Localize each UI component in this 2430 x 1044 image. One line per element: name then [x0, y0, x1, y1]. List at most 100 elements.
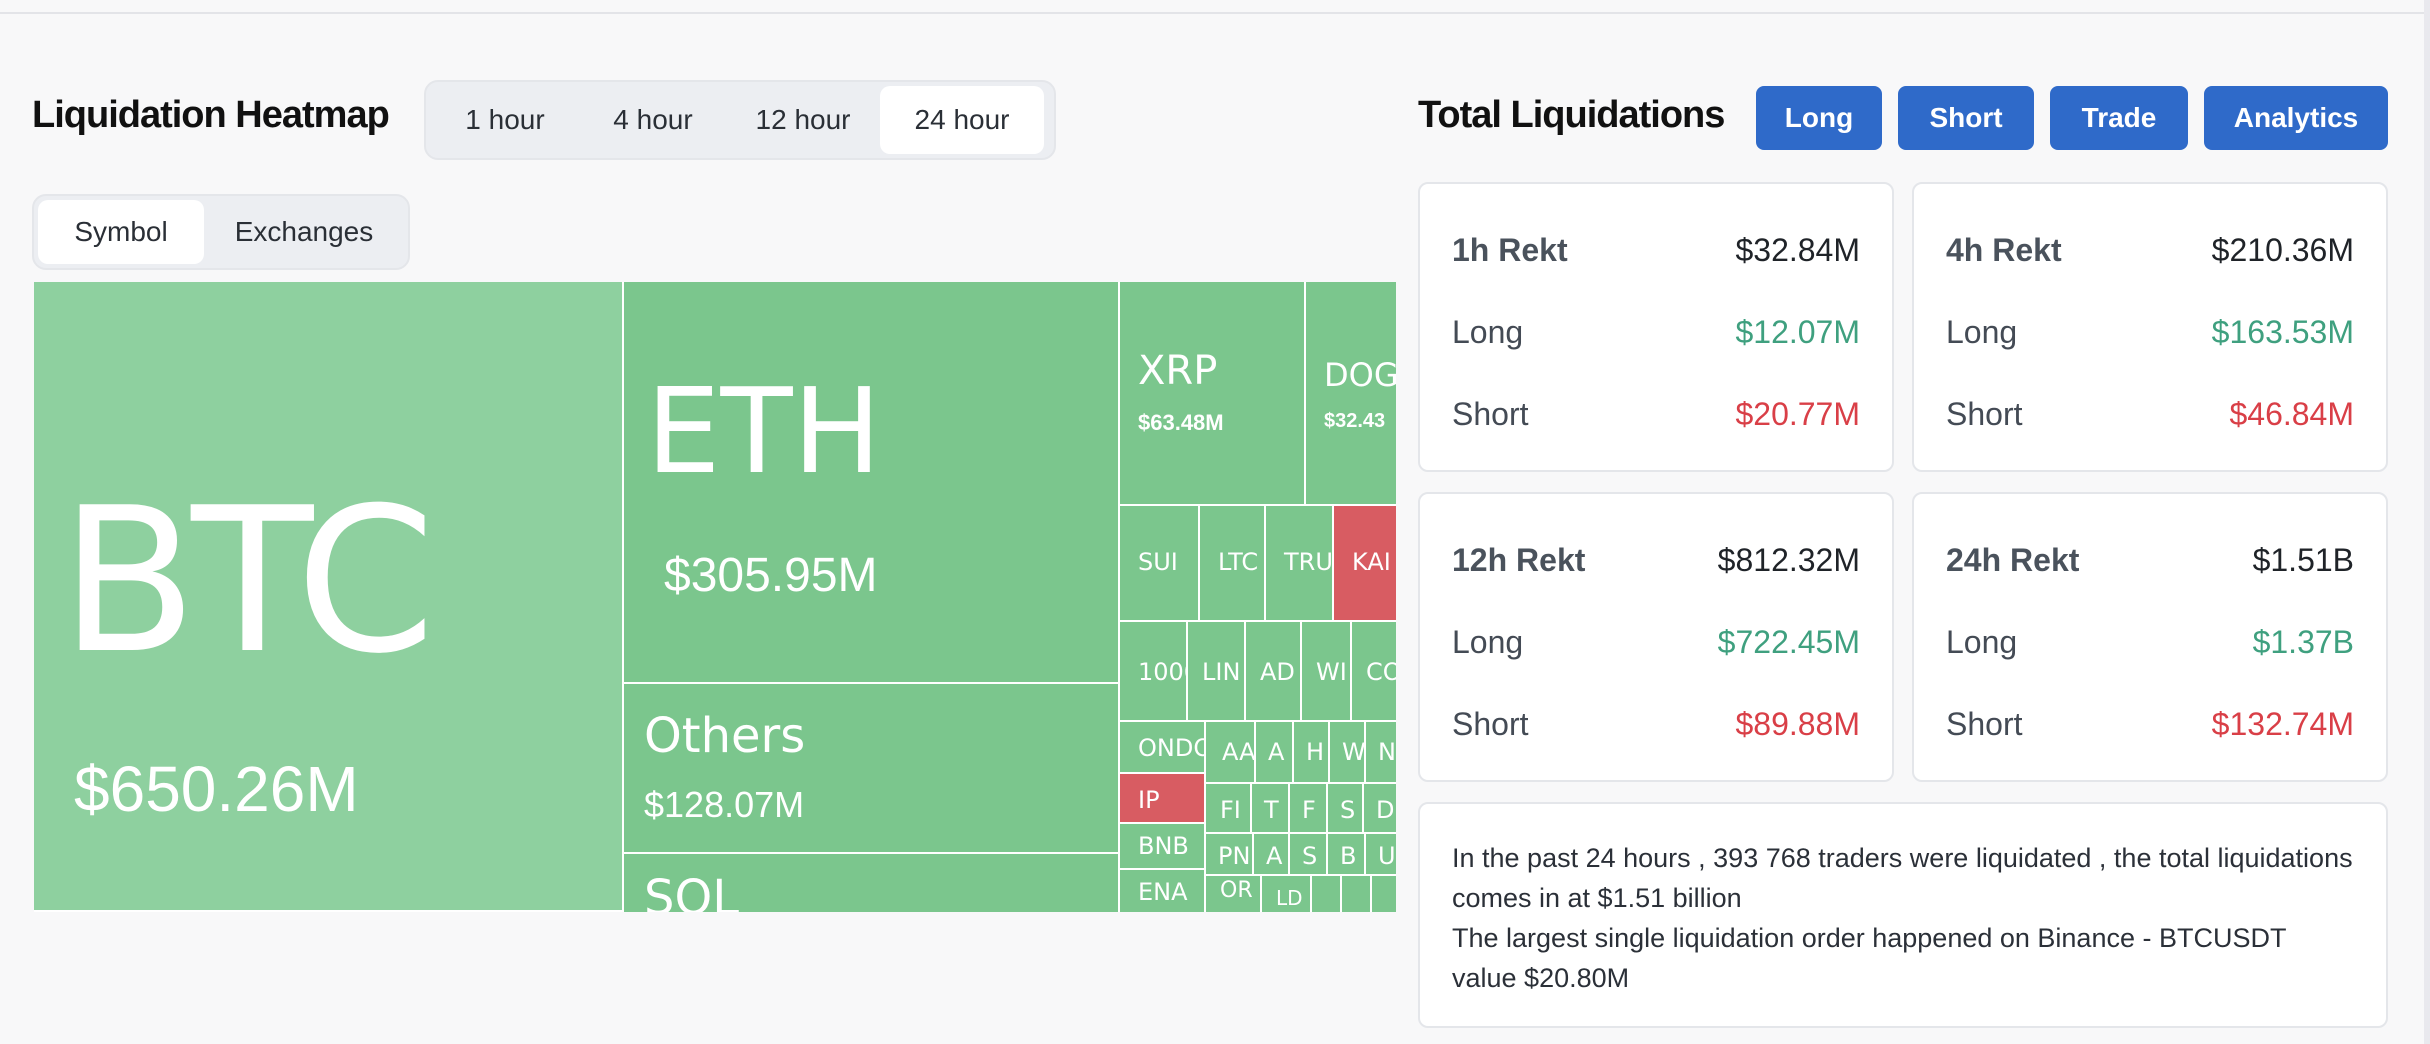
short-button[interactable]: Short [1898, 86, 2034, 150]
treemap-cell-xrp[interactable]: XRP $63.48M [1118, 282, 1306, 506]
treemap-cell-1000[interactable]: 1000 [1118, 620, 1188, 722]
cell-symbol: W [1342, 738, 1366, 766]
cell-symbol: CO [1366, 658, 1396, 686]
view-tabs: Symbol Exchanges [32, 194, 410, 270]
cell-amount: $63.48M [1138, 410, 1224, 435]
long-value: $12.07M [1735, 314, 1860, 350]
heatmap-title: Liquidation Heatmap [32, 94, 390, 136]
card-period: 12h Rekt [1452, 542, 1586, 578]
cell-symbol: 1000 [1138, 658, 1186, 686]
treemap-cell-u[interactable]: U [1364, 832, 1396, 876]
summary-line-2: The largest single liquidation order hap… [1452, 923, 2286, 993]
cell-symbol: U [1378, 842, 1396, 870]
time-range-tabs: 1 hour 4 hour 12 hour 24 hour [424, 80, 1056, 160]
cell-amount: $650.26M [74, 753, 359, 825]
card-total: $1.51B [2252, 542, 2354, 578]
treemap-cell-lin[interactable]: LIN [1186, 620, 1246, 722]
cell-symbol: LD [1276, 886, 1303, 910]
long-button[interactable]: Long [1756, 86, 1882, 150]
treemap-cell-aa[interactable]: AA [1204, 720, 1256, 784]
treemap-cell-wi[interactable]: WI [1300, 620, 1352, 722]
treemap-cell-w[interactable]: W [1328, 720, 1366, 784]
cell-symbol: A [1266, 842, 1283, 870]
rekt-card-12h: 12h Rekt $812.32M Long $722.45M Short $89.8… [1418, 492, 1894, 782]
treemap-cell-f[interactable]: F [1288, 782, 1328, 834]
treemap-cell-b[interactable]: B [1326, 832, 1366, 876]
treemap-cell-s2[interactable]: S [1288, 832, 1328, 876]
cell-symbol: AD [1260, 658, 1295, 686]
card-total: $32.84M [1735, 232, 1860, 268]
treemap-cell-eth[interactable]: ETH $305.95M [622, 282, 1120, 684]
cell-symbol: FI [1220, 796, 1241, 824]
cell-symbol: BNB [1138, 832, 1189, 860]
treemap-cell-ena[interactable]: ENA [1118, 868, 1206, 912]
rekt-card-4h: 4h Rekt $210.36M Long $163.53M Short $46.84… [1912, 182, 2388, 472]
cell-symbol: F [1302, 796, 1316, 824]
cell-symbol: OR [1220, 878, 1253, 903]
treemap-cell-ad[interactable]: AD [1244, 620, 1302, 722]
cell-symbol: XRP [1138, 348, 1218, 394]
tab-12-hour[interactable]: 12 hour [755, 104, 851, 135]
rekt-card-1h: 1h Rekt $32.84M Long $12.07M Short $20.77M [1418, 182, 1894, 472]
cell-symbol: IP [1138, 786, 1160, 814]
cell-amount: $128.07M [644, 784, 805, 825]
treemap-cell-n[interactable]: N [1364, 720, 1396, 784]
treemap-cell-fi[interactable]: FI [1204, 782, 1252, 834]
treemap-cell-bnb[interactable]: BNB [1118, 822, 1206, 870]
cell-symbol: T [1264, 796, 1279, 824]
treemap-cell-doge[interactable]: DOG $32.43 [1304, 282, 1396, 506]
treemap-cell-a2[interactable]: A [1252, 832, 1290, 876]
treemap-cell-co[interactable]: CO [1350, 620, 1396, 722]
treemap-cell-d[interactable]: D [1362, 782, 1396, 834]
cell-symbol: SUI [1138, 548, 1178, 576]
tab-exchanges[interactable]: Exchanges [234, 216, 374, 247]
treemap-cell-pn[interactable]: PN [1204, 832, 1254, 876]
treemap-cell-tiny[interactable] [1370, 874, 1396, 912]
treemap-cell-ip[interactable]: IP [1118, 772, 1206, 824]
cell-symbol: ETH [646, 362, 882, 500]
short-value: $46.84M [2229, 396, 2354, 432]
cell-symbol: D [1376, 796, 1395, 824]
treemap-cell-others[interactable]: Others $128.07M [622, 682, 1120, 854]
long-label: Long [1452, 624, 1524, 660]
treemap-cell-tiny[interactable] [1340, 874, 1372, 912]
trade-button[interactable]: Trade [2050, 86, 2188, 150]
treemap-cell-h[interactable]: H [1292, 720, 1330, 784]
cell-symbol: KAI [1352, 548, 1391, 576]
long-label: Long [1946, 624, 2018, 660]
analytics-button[interactable]: Analytics [2204, 86, 2388, 150]
tab-symbol[interactable]: Symbol [38, 200, 204, 264]
treemap-cell-kai[interactable]: KAI [1332, 504, 1396, 622]
cell-amount: $305.95M [664, 549, 878, 602]
cell-symbol: S [1302, 842, 1318, 870]
long-label: Long [1452, 314, 1524, 350]
liquidation-treemap: BTC $650.26M ETH $305.95M Others $128.07… [34, 282, 1396, 912]
total-liquidations-title: Total Liquidations [1418, 94, 1725, 136]
short-value: $132.74M [2211, 706, 2354, 742]
long-value: $1.37B [2252, 624, 2354, 660]
cell-symbol: PN [1218, 842, 1251, 870]
treemap-cell-sui[interactable]: SUI [1118, 504, 1200, 622]
treemap-cell-s[interactable]: S [1326, 782, 1364, 834]
tab-24-hour[interactable]: 24 hour [880, 86, 1044, 154]
cell-symbol: TRU [1284, 548, 1333, 576]
treemap-cell-tiny[interactable] [1310, 874, 1342, 912]
treemap-cell-t[interactable]: T [1250, 782, 1290, 834]
liquidation-summary: In the past 24 hours , 393 768 traders w… [1418, 802, 2388, 1028]
treemap-cell-ltc[interactable]: LTC [1198, 504, 1266, 622]
treemap-cell-ld[interactable]: LD [1260, 874, 1312, 912]
tab-4-hour[interactable]: 4 hour [613, 104, 693, 135]
treemap-cell-tru[interactable]: TRU [1264, 504, 1334, 622]
scrollbar-track[interactable] [2424, 0, 2430, 1044]
treemap-cell-ondo[interactable]: ONDO [1118, 720, 1206, 774]
cell-symbol: ENA [1138, 878, 1188, 906]
tab-1-hour[interactable]: 1 hour [465, 104, 545, 135]
treemap-cell-or[interactable]: OR [1204, 874, 1262, 912]
treemap-cell-btc[interactable]: BTC $650.26M [34, 282, 624, 912]
cell-symbol: SOL [644, 870, 739, 912]
short-value: $20.77M [1735, 396, 1860, 432]
treemap-cell-sol[interactable]: SOL [622, 852, 1120, 912]
cell-symbol: AA [1222, 738, 1256, 766]
cell-symbol: ONDO [1138, 734, 1206, 762]
treemap-cell-a[interactable]: A [1254, 720, 1294, 784]
